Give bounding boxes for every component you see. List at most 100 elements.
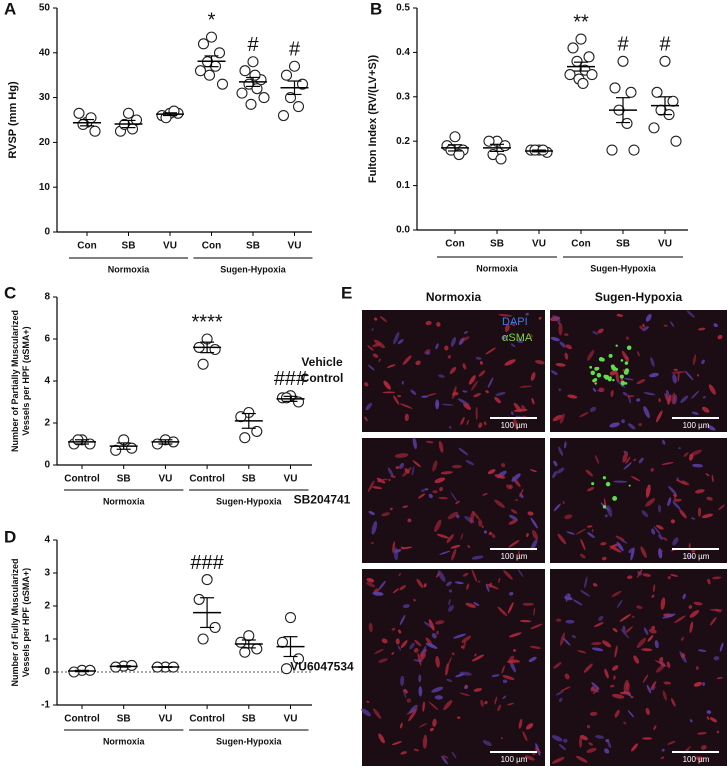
tissue: [679, 509, 687, 519]
tissue: [645, 489, 648, 492]
y-tick-label: 6: [44, 334, 50, 345]
tissue: [455, 514, 460, 519]
tissue: [532, 530, 539, 540]
tissue: [563, 333, 569, 336]
tissue: [434, 519, 442, 533]
data-point: [625, 86, 637, 98]
tissue: [652, 685, 656, 691]
sma-signal: [602, 505, 607, 509]
tissue: [465, 460, 475, 466]
sma-signal: [624, 382, 628, 385]
x-tick-label: Con: [202, 241, 221, 252]
tissue: [698, 649, 707, 653]
micrograph-background: [362, 569, 545, 766]
tissue: [627, 575, 633, 580]
x-tick-label: SB: [242, 714, 256, 725]
tissue: [595, 735, 605, 739]
tissue: [379, 316, 388, 323]
tissue: [673, 497, 677, 500]
sma-signal: [594, 382, 597, 385]
data-point: [203, 69, 216, 81]
significance-mark: #: [659, 34, 671, 56]
tissue: [478, 519, 483, 527]
tissue: [662, 690, 667, 701]
data-point: [670, 135, 682, 147]
tissue: [633, 655, 640, 664]
tissue: [557, 533, 567, 545]
tissue: [425, 642, 438, 649]
sma-signal: [624, 368, 630, 373]
tissue: [672, 373, 677, 384]
tissue: [462, 572, 469, 577]
x-tick-label: SB: [122, 241, 136, 252]
tissue: [423, 583, 427, 588]
tissue: [434, 695, 443, 700]
tissue: [397, 395, 402, 398]
significance-mark: #: [617, 34, 629, 56]
tissue: [373, 339, 386, 349]
tissue: [524, 755, 535, 761]
tissue: [466, 583, 470, 590]
tissue: [508, 484, 513, 489]
tissue: [510, 509, 518, 514]
tissue: [636, 379, 646, 385]
tissue: [517, 568, 524, 578]
row-label: SB204741: [294, 493, 351, 507]
tissue: [494, 696, 498, 705]
tissue: [614, 645, 618, 658]
tissue: [670, 519, 675, 524]
tissue: [462, 390, 468, 393]
tissue: [645, 707, 650, 716]
tissue: [609, 422, 620, 428]
tissue: [394, 453, 409, 458]
tissue: [712, 576, 722, 580]
tissue: [431, 633, 437, 639]
data-point: [659, 55, 671, 67]
data-point: [197, 358, 209, 370]
micrograph: 100 µm: [549, 310, 727, 432]
tissue: [639, 325, 644, 330]
tissue: [487, 469, 496, 475]
tissue: [516, 660, 520, 663]
tissue: [701, 745, 707, 750]
tissue: [718, 504, 725, 511]
tissue: [667, 497, 672, 507]
tissue: [676, 479, 688, 486]
tissue: [654, 640, 659, 649]
tissue: [408, 709, 417, 722]
tissue: [381, 638, 388, 644]
tissue: [413, 748, 420, 752]
data-point: [245, 98, 257, 110]
tissue: [586, 724, 591, 729]
tissue: [471, 380, 478, 391]
tissue: [612, 627, 618, 633]
tissue: [653, 525, 661, 536]
y-tick-label: 0: [44, 227, 50, 238]
x-tick-label: Con: [445, 239, 464, 250]
tissue: [673, 498, 682, 502]
tissue: [426, 393, 437, 397]
tissue: [552, 470, 557, 479]
tissue: [504, 359, 516, 366]
tissue: [530, 372, 536, 381]
tissue: [529, 469, 537, 473]
tissue: [461, 635, 472, 643]
tissue: [485, 347, 496, 355]
tissue: [673, 368, 678, 371]
tissue: [378, 733, 385, 744]
y-axis-label: Number of Partially Muscularized: [10, 310, 20, 452]
tissue: [622, 391, 628, 396]
tissue: [572, 599, 583, 606]
panel-label: A: [4, 0, 16, 18]
data-point: [73, 107, 85, 119]
sma-signal: [612, 495, 618, 501]
data-point: [193, 593, 205, 605]
tissue: [525, 312, 529, 316]
data-point: [628, 144, 640, 156]
tissue: [393, 331, 400, 345]
micrograph: 100 µm: [361, 568, 545, 766]
tissue: [624, 626, 633, 634]
tissue: [481, 525, 484, 529]
tissue: [402, 689, 407, 699]
tissue: [533, 607, 536, 617]
